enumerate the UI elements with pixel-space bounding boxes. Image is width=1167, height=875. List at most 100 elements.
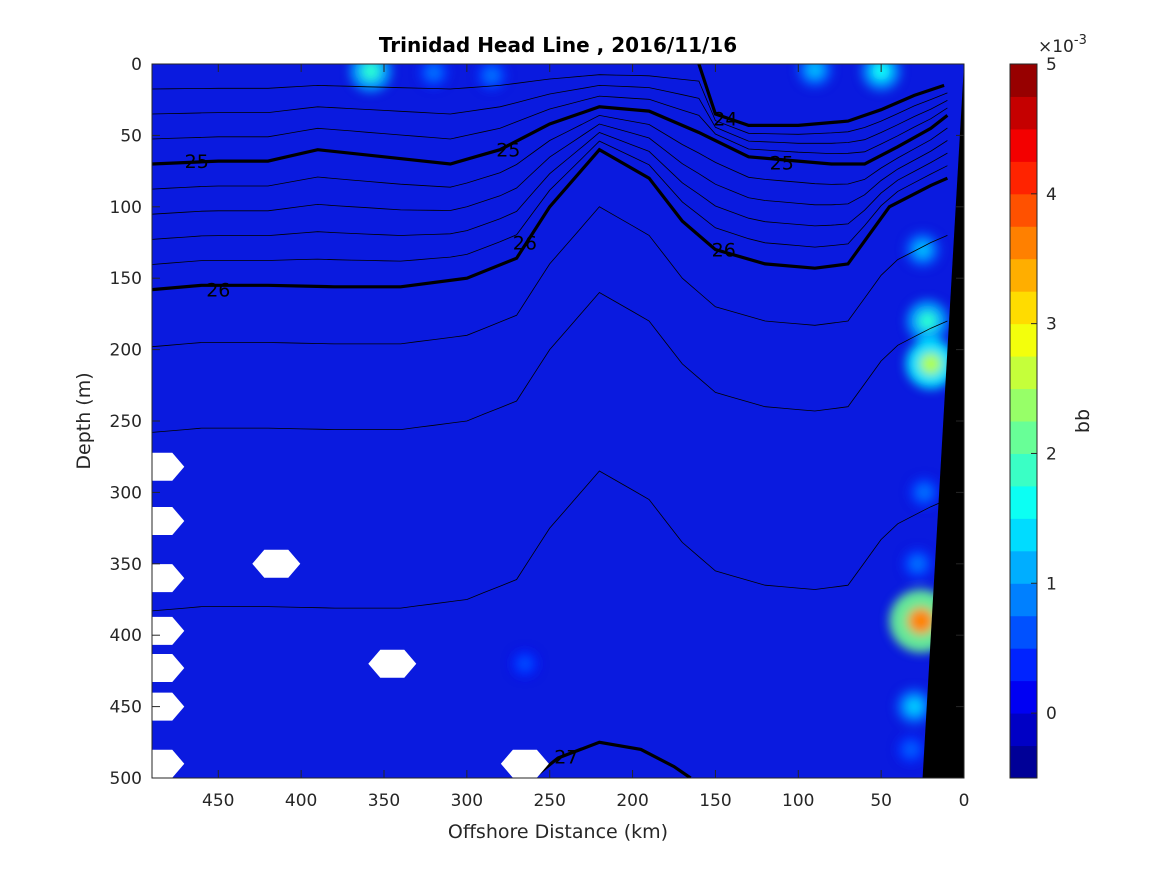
colorbar-band — [1010, 291, 1037, 325]
colorbar-band — [1010, 356, 1037, 390]
colorbar-tick-label: 5 — [1046, 55, 1057, 75]
isopycnal-bold-line — [152, 105, 949, 166]
bb-patch — [484, 67, 500, 84]
colorbar-band — [1010, 615, 1037, 649]
colorbar-band — [1010, 421, 1037, 454]
y-tick-label: 350 — [110, 555, 142, 575]
colorbar-band — [1010, 518, 1037, 552]
bb-patch — [871, 64, 891, 81]
isopycnal-bold-line — [697, 64, 945, 127]
bb-patch — [361, 64, 381, 81]
y-tick-label: 0 — [131, 55, 142, 75]
colorbar-band — [1010, 648, 1037, 682]
bb-patch — [905, 698, 923, 716]
colorbar-band — [1010, 550, 1037, 584]
bb-patch — [916, 484, 932, 500]
bb-high-patches — [349, 64, 956, 764]
density-contours: 24 25 25 25 26 26 26 27 — [152, 64, 949, 778]
data-gap — [152, 654, 185, 683]
isopycnal-label: 25 — [770, 153, 794, 175]
isopycnal-label: 25 — [185, 151, 209, 173]
x-tick-label: 300 — [451, 791, 483, 811]
colorbar-band — [1010, 226, 1037, 260]
y-axis: 0 50 100 150 200 250 300 350 400 450 500 — [110, 55, 964, 789]
isopycnal-line — [152, 95, 948, 155]
bb-patch — [426, 64, 442, 81]
data-gap — [368, 649, 417, 678]
data-gap — [252, 549, 301, 578]
y-tick-label: 200 — [110, 341, 142, 361]
data-gap — [152, 452, 185, 481]
isopycnal-line — [152, 74, 948, 135]
y-tick-label: 500 — [110, 769, 142, 789]
bathymetry-land — [922, 64, 964, 778]
isopycnal-line — [152, 132, 948, 240]
x-tick-label: 450 — [202, 791, 234, 811]
bb-patch — [907, 607, 935, 635]
y-tick-label: 150 — [110, 269, 142, 289]
colorbar-band — [1010, 388, 1037, 422]
data-gap — [152, 564, 185, 593]
colorbar-label: bb — [1072, 409, 1094, 433]
isopycnal-label: 26 — [712, 240, 736, 262]
colorbar-band — [1010, 745, 1037, 779]
x-axis: 450 400 350 300 250 200 150 100 50 0 — [202, 64, 969, 811]
isopycnal-label: 27 — [554, 747, 578, 769]
bb-patch — [910, 556, 926, 572]
isopycnal-bold-line — [152, 147, 949, 292]
bb-patch — [903, 742, 919, 757]
colorbar-tick-label: 4 — [1046, 185, 1057, 205]
x-tick-label: 0 — [959, 791, 970, 811]
data-gap — [152, 506, 185, 535]
colorbar-exponent: ×10-3 — [1038, 33, 1087, 57]
colorbar-band — [1010, 680, 1037, 714]
isopycnal-line — [152, 84, 948, 144]
colorbar-band — [1010, 453, 1037, 487]
data-gaps — [152, 452, 549, 778]
bb-patch — [517, 656, 533, 671]
isopycnal-line — [152, 206, 948, 348]
colorbar-tick-label: 3 — [1046, 315, 1057, 335]
colorbar-band — [1010, 193, 1037, 227]
colorbar-bands — [1010, 64, 1037, 779]
colorbar-band — [1010, 323, 1037, 357]
plot-background — [152, 64, 964, 778]
isopycnal-line — [152, 123, 948, 215]
colorbar-band — [1010, 128, 1037, 162]
isopycnal-label: 26 — [513, 233, 537, 255]
plot-area: 24 25 25 25 26 26 26 27 — [152, 64, 964, 778]
data-gap — [500, 749, 549, 778]
y-tick-label: 400 — [110, 626, 142, 646]
y-tick-label: 250 — [110, 412, 142, 432]
y-axis-title: Depth (m) — [73, 372, 95, 469]
colorbar-tick-label: 1 — [1046, 574, 1057, 594]
x-tick-label: 150 — [699, 791, 731, 811]
colorbar-band — [1010, 96, 1037, 130]
colorbar-tick-label: 2 — [1046, 444, 1057, 464]
isopycnal-label: 25 — [496, 140, 520, 162]
y-tick-label: 450 — [110, 698, 142, 718]
isopycnal-bold-line — [532, 740, 692, 778]
colorbar-band — [1010, 161, 1037, 195]
colorbar-tick-label: 0 — [1046, 704, 1057, 724]
isopycnal-label: 26 — [206, 280, 230, 302]
x-tick-label: 350 — [368, 791, 400, 811]
bb-patch — [919, 352, 942, 375]
chart-title: Trinidad Head Line , 2016/11/16 — [379, 33, 737, 57]
x-tick-label: 250 — [533, 791, 565, 811]
x-tick-label: 50 — [870, 791, 892, 811]
x-tick-label: 100 — [782, 791, 814, 811]
x-axis-title: Offshore Distance (km) — [448, 821, 668, 843]
colorbar-band — [1010, 713, 1037, 747]
colorbar-ticks: 0 1 2 3 4 5 — [1031, 55, 1057, 724]
colorbar-frame — [1009, 63, 1038, 779]
isopycnal-line — [152, 291, 948, 433]
data-gap — [152, 692, 185, 721]
x-tick-label: 200 — [616, 791, 648, 811]
isopycnal-line — [152, 114, 948, 190]
colorbar-band — [1010, 64, 1037, 97]
isopycnal-label: 24 — [713, 108, 737, 130]
colorbar-band — [1010, 583, 1037, 617]
colorbar-band — [1010, 258, 1037, 292]
